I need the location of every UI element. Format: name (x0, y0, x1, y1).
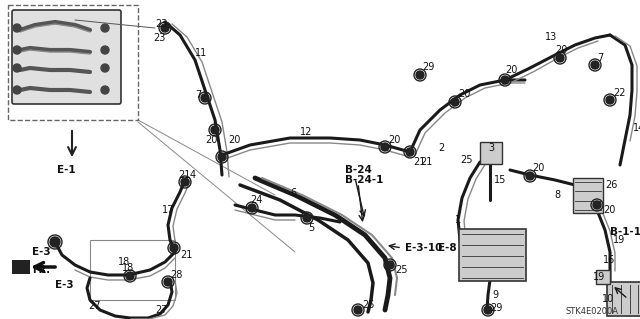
Text: 25: 25 (460, 155, 472, 165)
Text: B-24-1: B-24-1 (345, 175, 383, 185)
FancyBboxPatch shape (459, 229, 526, 281)
Text: 16: 16 (603, 255, 615, 265)
Text: 2: 2 (438, 143, 444, 153)
Text: E-3: E-3 (32, 247, 51, 257)
Text: 27: 27 (155, 305, 168, 315)
Text: 28: 28 (170, 270, 182, 280)
Circle shape (526, 172, 534, 180)
Text: 12: 12 (300, 127, 312, 137)
Text: 27: 27 (88, 301, 100, 311)
Text: 21: 21 (180, 250, 193, 260)
Text: 7: 7 (195, 90, 201, 100)
Text: 21: 21 (413, 157, 426, 167)
Circle shape (101, 46, 109, 54)
Text: 11: 11 (195, 48, 207, 58)
Circle shape (201, 94, 209, 102)
Text: 10: 10 (602, 294, 614, 304)
Circle shape (218, 153, 226, 161)
Text: 23: 23 (153, 33, 165, 43)
Text: 15: 15 (494, 175, 506, 185)
Circle shape (381, 143, 389, 151)
Circle shape (13, 86, 21, 94)
FancyBboxPatch shape (607, 282, 640, 316)
Text: 1: 1 (455, 215, 461, 225)
Text: 13: 13 (545, 32, 557, 42)
Circle shape (13, 46, 21, 54)
Text: 7: 7 (597, 53, 604, 63)
Circle shape (416, 71, 424, 79)
Circle shape (451, 98, 459, 106)
FancyBboxPatch shape (12, 10, 121, 104)
Text: 26: 26 (605, 180, 618, 190)
Circle shape (101, 86, 109, 94)
Bar (90, 240, 175, 300)
Text: 18: 18 (122, 263, 134, 273)
Bar (12, 260, 30, 274)
Circle shape (101, 64, 109, 72)
Text: 20: 20 (205, 135, 218, 145)
Text: 21: 21 (178, 170, 190, 180)
Text: 8: 8 (554, 190, 560, 200)
Circle shape (484, 306, 492, 314)
Circle shape (170, 244, 178, 252)
Text: E-3: E-3 (55, 280, 74, 290)
Text: 14: 14 (633, 123, 640, 133)
Text: 20: 20 (555, 45, 568, 55)
Text: 20: 20 (603, 205, 616, 215)
Circle shape (181, 178, 189, 186)
Circle shape (50, 237, 60, 247)
Text: FR.: FR. (32, 265, 50, 275)
Text: B-24: B-24 (345, 165, 372, 175)
Text: 20: 20 (505, 65, 517, 75)
Text: 21: 21 (420, 157, 433, 167)
Bar (480, 142, 502, 164)
Circle shape (126, 272, 134, 280)
Text: E-8: E-8 (438, 243, 456, 253)
Circle shape (13, 64, 21, 72)
Circle shape (354, 306, 362, 314)
Circle shape (161, 24, 169, 32)
Text: E-3-10: E-3-10 (405, 243, 442, 253)
Circle shape (303, 214, 311, 222)
Text: 4: 4 (190, 170, 196, 180)
Text: 23: 23 (155, 19, 168, 29)
Text: 20: 20 (458, 89, 470, 99)
Circle shape (556, 54, 564, 62)
Text: 19: 19 (613, 235, 625, 245)
Text: 25: 25 (362, 300, 374, 310)
Circle shape (606, 96, 614, 104)
Text: 18: 18 (118, 257, 131, 267)
Circle shape (211, 126, 219, 134)
Text: 25: 25 (395, 265, 408, 275)
Text: 20: 20 (532, 163, 545, 173)
Circle shape (593, 201, 601, 209)
Text: 29: 29 (490, 303, 502, 313)
Bar (596, 270, 610, 284)
Bar (573, 178, 603, 213)
Circle shape (501, 76, 509, 84)
Circle shape (591, 61, 599, 69)
Text: STK4E0200A: STK4E0200A (565, 308, 618, 316)
Bar (8, 5, 138, 120)
Text: 6: 6 (290, 188, 296, 198)
Circle shape (386, 261, 394, 269)
Text: B-1-10: B-1-10 (610, 227, 640, 237)
Text: 29: 29 (422, 62, 435, 72)
Circle shape (164, 278, 172, 286)
Text: 20: 20 (388, 135, 401, 145)
Circle shape (406, 148, 414, 156)
Text: 24: 24 (250, 195, 262, 205)
Text: E-1: E-1 (57, 165, 76, 175)
Text: 20: 20 (228, 135, 241, 145)
Text: 22: 22 (613, 88, 625, 98)
Circle shape (101, 24, 109, 32)
Circle shape (13, 24, 21, 32)
Text: 3: 3 (488, 143, 494, 153)
Text: 9: 9 (492, 290, 498, 300)
Circle shape (248, 204, 256, 212)
Text: 19: 19 (593, 272, 605, 282)
Text: 17: 17 (162, 205, 174, 215)
Text: 5: 5 (308, 223, 314, 233)
